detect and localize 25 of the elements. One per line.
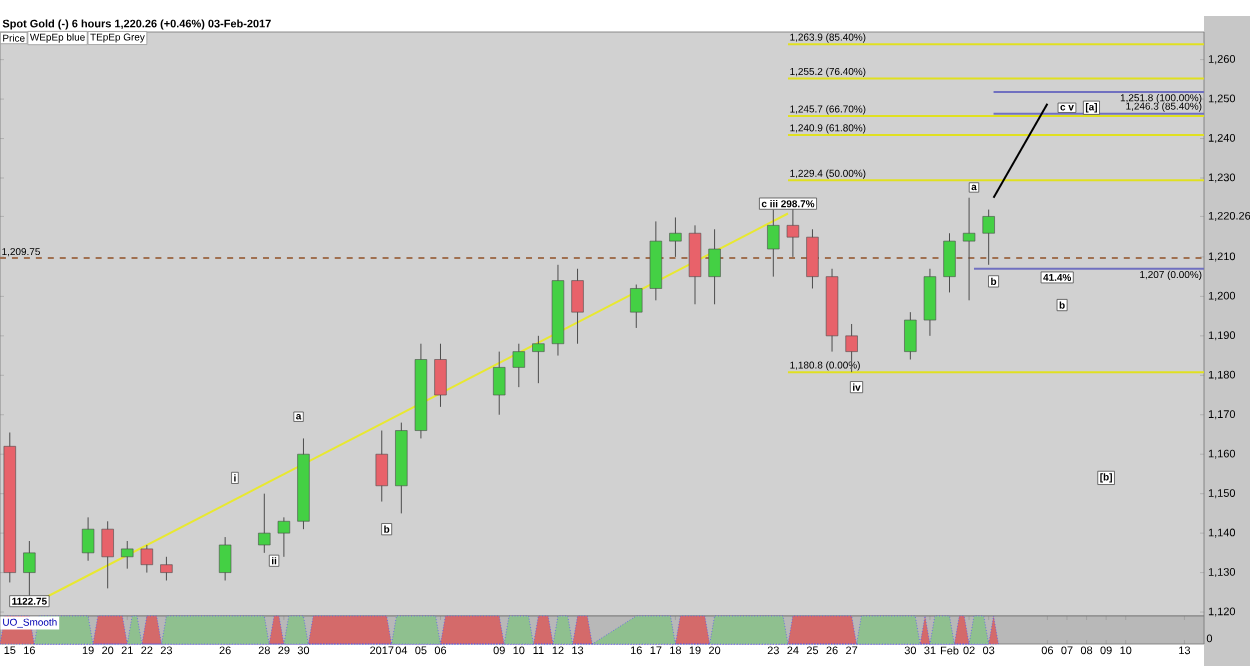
candlestick bbox=[688, 224, 702, 305]
candlestick bbox=[806, 228, 819, 289]
candlestick bbox=[532, 335, 545, 384]
candlestick bbox=[160, 556, 173, 581]
candlestick bbox=[258, 493, 271, 554]
candlestick bbox=[571, 268, 584, 345]
candlestick bbox=[101, 520, 114, 589]
candlestick bbox=[218, 536, 232, 581]
candlestick bbox=[630, 284, 643, 329]
candlestick bbox=[904, 311, 917, 361]
candlestick bbox=[81, 516, 95, 562]
candlestick bbox=[669, 216, 682, 258]
candlestick bbox=[923, 268, 937, 337]
candlestick bbox=[982, 209, 995, 266]
candlestick bbox=[277, 516, 291, 558]
candlestick bbox=[493, 351, 506, 416]
candlestick bbox=[649, 220, 663, 301]
candlestick bbox=[962, 197, 976, 301]
candlestick bbox=[708, 228, 721, 305]
candlestick bbox=[140, 544, 153, 574]
candlestick bbox=[943, 232, 956, 293]
candlestick bbox=[375, 430, 388, 503]
candlestick bbox=[512, 343, 525, 388]
candlestick bbox=[434, 343, 447, 408]
candlestick bbox=[121, 540, 134, 570]
